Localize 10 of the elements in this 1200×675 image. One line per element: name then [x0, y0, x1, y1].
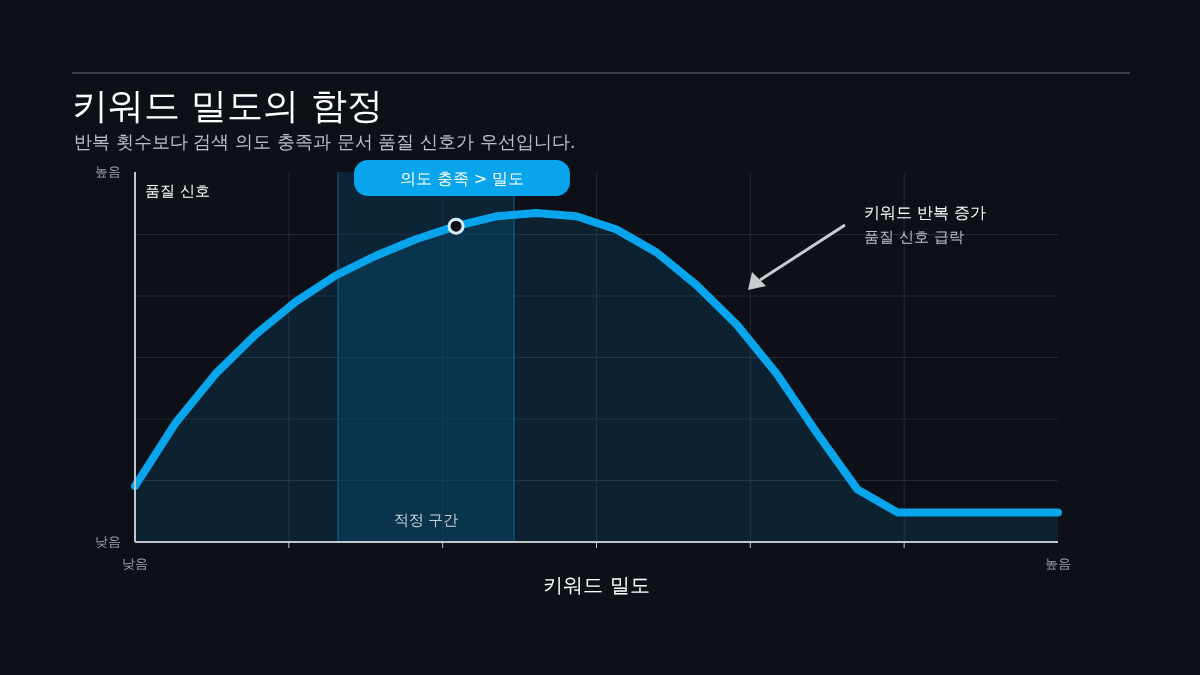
y-axis-title: 품질 신호 [145, 182, 210, 200]
text: 낮음 [95, 534, 121, 549]
chart-title: 키워드 밀도의 함정 [72, 85, 383, 126]
annotation: 키워드 반복 증가 [864, 203, 987, 222]
annotation: 품질 신호 급락 [864, 228, 964, 246]
annotation: 적정 구간 [393, 511, 459, 529]
text: 높음 [95, 164, 121, 179]
x-axis-title: 키워드 밀도 [543, 573, 650, 597]
chart-subtitle: 반복 횟수보다 검색 의도 충족과 문서 품질 신호가 우선입니다. [74, 131, 576, 152]
text: 의도 충족 > 밀도 [399, 169, 525, 188]
